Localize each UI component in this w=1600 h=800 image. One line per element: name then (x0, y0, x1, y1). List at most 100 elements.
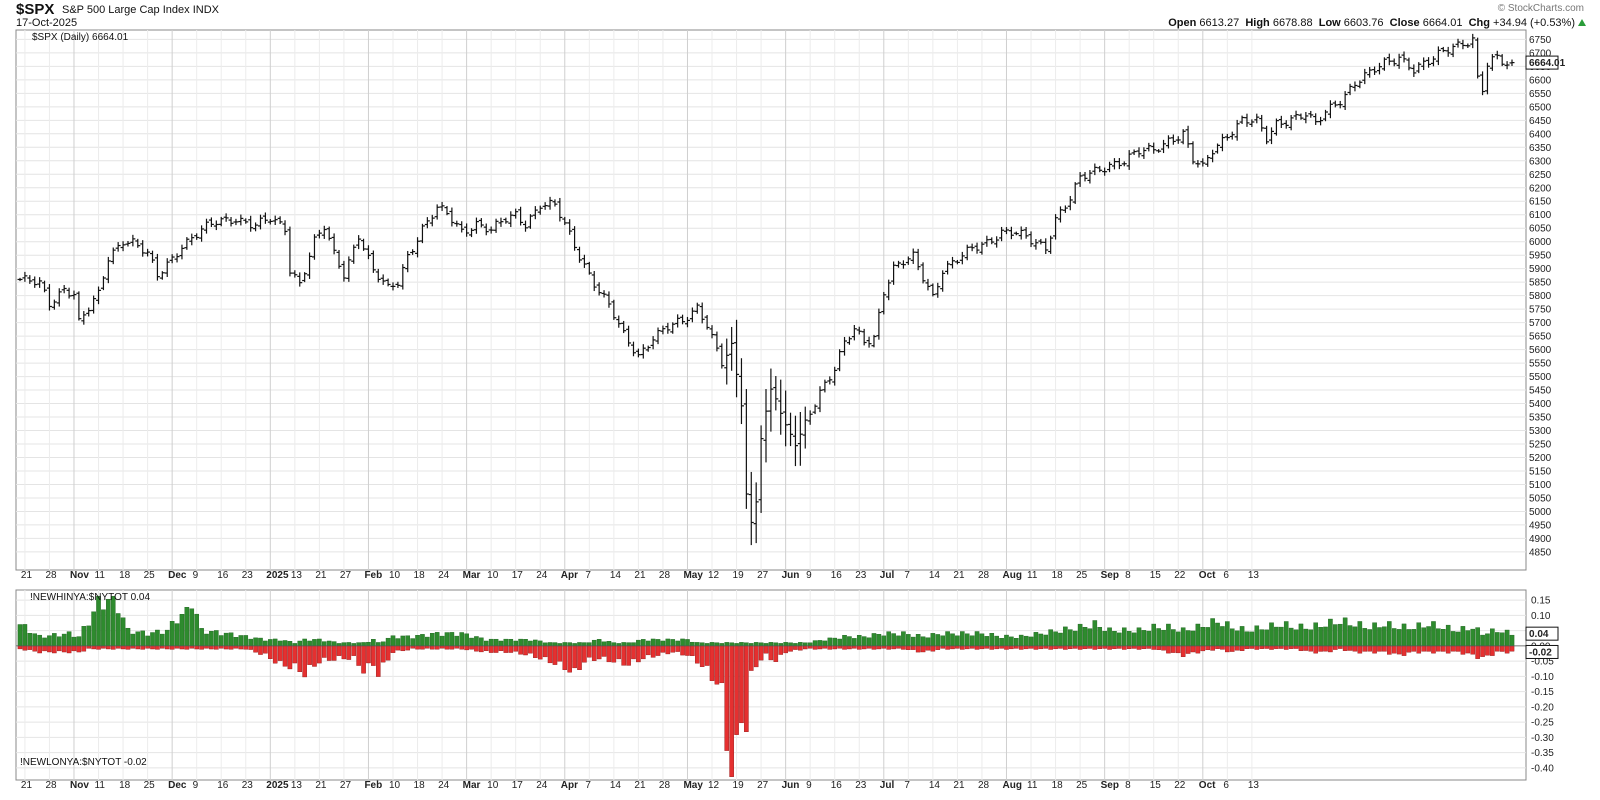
new-lows-bar (1313, 645, 1318, 654)
ohlc-bar (326, 226, 332, 241)
new-lows-bar (27, 645, 33, 650)
ohlc-bar (321, 225, 327, 239)
new-lows-bar (979, 645, 985, 650)
new-highs-bar (675, 640, 680, 647)
new-highs-bar (1357, 621, 1363, 647)
x-tick-label: 10 (487, 570, 499, 581)
x-tick-label: 10 (389, 570, 401, 581)
new-highs-bar (282, 640, 288, 647)
new-highs-bar (1156, 628, 1161, 647)
new-lows-bar (552, 645, 558, 665)
new-highs-bar (596, 639, 602, 647)
new-highs-bar (856, 635, 862, 647)
new-highs-bar (22, 624, 28, 647)
new-highs-bar (783, 642, 788, 647)
x-tick-label: Jul (880, 570, 895, 581)
new-lows-bar (1097, 645, 1103, 650)
new-lows-bar (52, 645, 57, 654)
x-tick-label: 11 (1027, 780, 1038, 791)
ohlc-bar (208, 217, 214, 228)
new-highs-bar (1333, 624, 1338, 647)
x-tick-label: Dec (168, 780, 187, 791)
new-highs-bar (1053, 631, 1058, 647)
new-highs-bar (1102, 630, 1107, 647)
last-high-box: 0.04 (1525, 626, 1559, 641)
new-lows-bar (223, 645, 229, 650)
new-lows-bar (665, 645, 671, 655)
ohlc-bar (1362, 68, 1368, 85)
new-lows-bar (1416, 645, 1422, 654)
breadth-tick-label: 0.10 (1531, 611, 1551, 622)
x-tick-label: 9 (806, 780, 812, 791)
ohlc-bar (380, 274, 386, 285)
new-lows-bar (709, 645, 715, 681)
new-highs-bar (498, 640, 504, 647)
new-lows-bar (557, 645, 563, 662)
ohlc-bar (115, 242, 121, 252)
new-lows-bar (209, 645, 214, 650)
ohlc-bar (1092, 163, 1098, 176)
new-lows-bar (724, 645, 730, 751)
new-highs-bar (847, 636, 852, 647)
new-highs-bar (906, 634, 911, 647)
x-tick-label: 15 (1150, 570, 1162, 581)
new-lows-bar (1298, 645, 1304, 651)
new-highs-bar (120, 617, 126, 647)
new-highs-bar (621, 642, 626, 647)
ohlc-bar (449, 207, 455, 227)
new-lows-bar (1357, 645, 1363, 654)
ohlc-bar (1367, 66, 1373, 78)
new-lows-bar (1450, 645, 1456, 652)
new-lows-bar (493, 645, 499, 653)
new-highs-bar (317, 638, 322, 647)
price-tick-label: 5000 (1529, 507, 1552, 518)
new-highs-bar (155, 629, 160, 647)
new-lows-bar (1166, 645, 1171, 654)
new-highs-bar (724, 642, 730, 647)
ohlc-bar (1499, 54, 1505, 67)
new-highs-bar (483, 640, 489, 647)
ohlc-bar (135, 238, 141, 248)
ohlc-bar (218, 216, 224, 227)
new-lows-bar (1156, 645, 1161, 650)
price-tick-label: 6000 (1529, 237, 1552, 248)
ohlc-bar (1156, 149, 1162, 153)
new-lows-bar (626, 645, 631, 666)
new-highs-bar (1396, 629, 1402, 647)
ohlc-bar (282, 220, 288, 236)
new-highs-bar (940, 635, 945, 647)
ohlc-bar (508, 211, 514, 228)
new-highs-bar (655, 639, 661, 647)
new-highs-bar (758, 642, 764, 647)
new-highs-bar (1421, 627, 1426, 647)
ohlc-bar (100, 276, 106, 291)
new-highs-bar (189, 608, 195, 647)
new-lows-bar (537, 645, 543, 660)
new-lows-bar (272, 645, 278, 664)
new-lows-bar (601, 645, 607, 657)
new-highs-bar (160, 633, 165, 647)
x-tick-label: 27 (340, 570, 352, 581)
new-highs-bar (1171, 629, 1176, 647)
new-highs-bar (842, 635, 847, 647)
new-highs-bar (650, 638, 656, 647)
ohlc-bar (1391, 58, 1397, 67)
new-highs-bar (1387, 621, 1392, 647)
high-label: High (1245, 17, 1270, 29)
new-lows-bar (920, 645, 926, 653)
x-tick-label: 24 (438, 570, 450, 581)
new-lows-bar (1136, 645, 1142, 650)
new-highs-bar (101, 609, 106, 647)
new-lows-bar (1283, 645, 1289, 650)
new-lows-bar (336, 645, 342, 656)
x-tick-label: 8 (1125, 570, 1131, 581)
new-lows-bar (768, 645, 774, 661)
ohlc-bar (1332, 100, 1338, 108)
new-highs-bar (807, 642, 813, 647)
x-tick-label: May (683, 570, 703, 581)
new-lows-bar (773, 645, 779, 662)
new-lows-bar (930, 645, 936, 652)
ohlc-bar (1337, 100, 1343, 109)
new-lows-bar (714, 645, 720, 685)
